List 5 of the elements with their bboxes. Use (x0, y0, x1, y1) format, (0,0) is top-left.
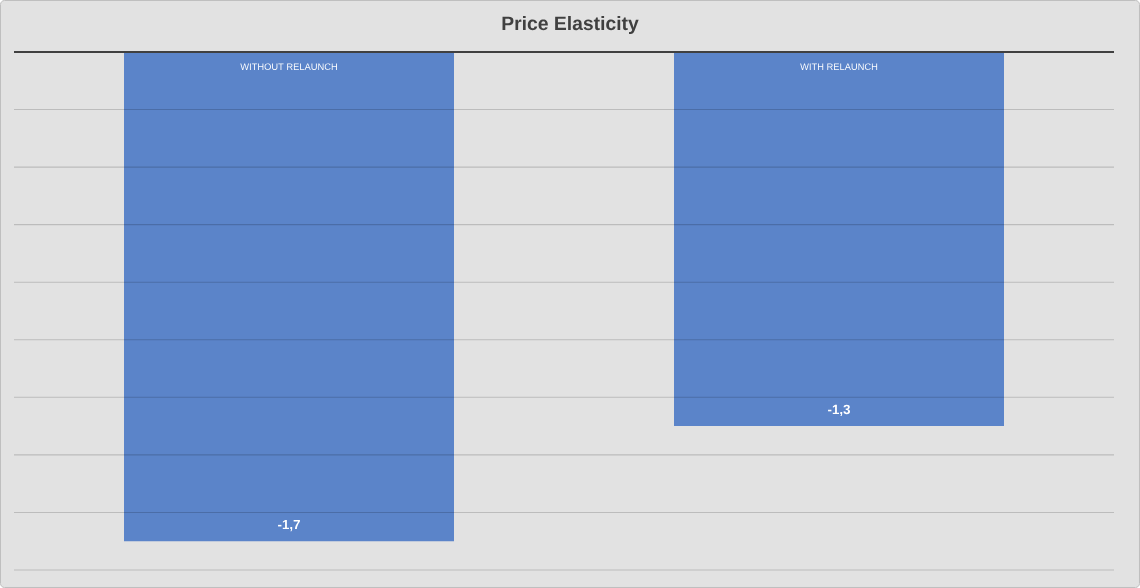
x-tick-label: WITHOUT RELAUNCH (240, 63, 337, 70)
chart-title: Price Elasticity (502, 15, 639, 34)
data-label: -1,3 (828, 404, 851, 417)
x-tick-label: WITH RELAUNCH (800, 63, 878, 70)
data-label: -1,7 (278, 519, 300, 532)
